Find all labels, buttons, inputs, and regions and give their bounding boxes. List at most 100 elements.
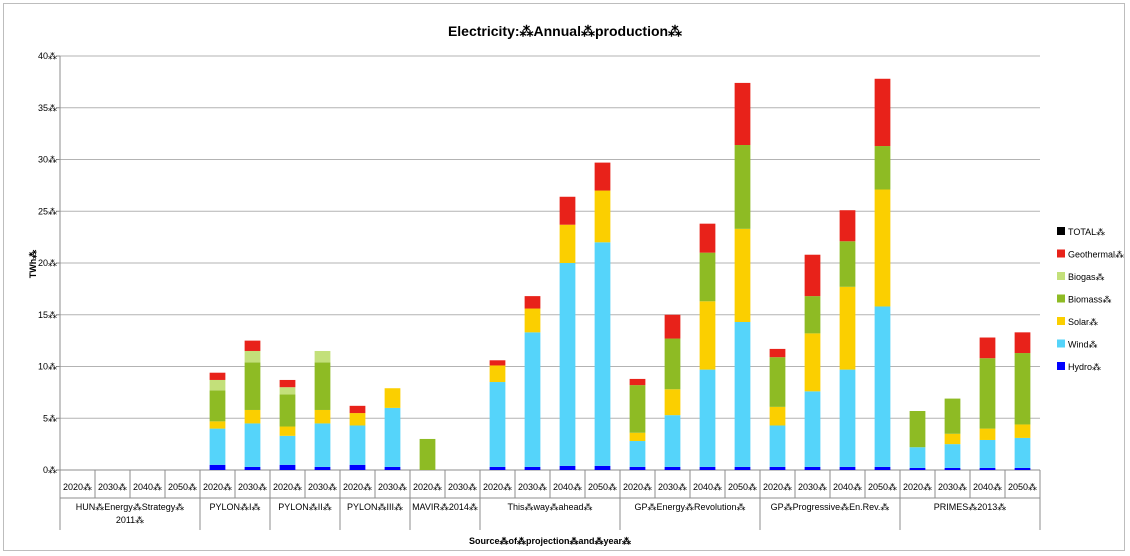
bar-segment [279,394,296,427]
bar-segment [664,415,681,467]
bar-segment [314,466,331,470]
x-group-label: MAVIR⁂2014⁂ [412,502,478,512]
bar-segment [979,428,996,440]
bar-segment [524,466,541,470]
bar-segment [209,464,226,470]
bar-segment [594,242,611,466]
bar-segment [664,338,681,390]
x-tick-label: 2040⁂ [553,482,582,492]
bar-segment [244,466,261,470]
x-tick-label: 2040⁂ [693,482,722,492]
x-tick-label: 2050⁂ [1008,482,1037,492]
bar-segment [1014,467,1031,470]
bar-segment [244,409,261,424]
bar-segment [244,423,261,467]
bar-segment [279,426,296,436]
x-tick-label: 2020⁂ [203,482,232,492]
bar-segment [559,465,576,470]
bar-segment [244,350,261,363]
bar-segment [699,252,716,302]
bar-segment [559,224,576,263]
bar-segment [769,466,786,470]
x-group-label: PYLON⁂I⁂ [209,502,260,512]
bar-segment [664,466,681,470]
bar-segment [524,332,541,467]
x-group-label: GP⁂Progressive⁂En.Rev.⁂ [771,502,890,512]
bar-segment [734,228,751,322]
bar-segment [909,411,926,448]
x-axis: 2020⁂ 2030⁂ 2040⁂ 2050⁂ HUN⁂Energy⁂Strategy⁂… [59,470,1041,530]
bar-segment [209,379,226,391]
y-tick-label: 10⁂ [38,362,57,372]
bar-segment [839,369,856,467]
bar-segment [629,385,646,433]
x-tick-label: 2020⁂ [483,482,512,492]
bar-segment [594,190,611,243]
x-tick-label: 2030⁂ [798,482,827,492]
bar-segment [349,413,366,426]
bar-segment [384,388,401,408]
bar-segment [979,467,996,470]
x-tick-label: 2030⁂ [448,482,477,492]
bar-segment [734,466,751,470]
legend-label: Biogas⁂ [1068,272,1105,282]
bar-segment [874,78,891,147]
x-tick-label: 2030⁂ [238,482,267,492]
bar-segment [349,464,366,470]
bar-segment [209,390,226,422]
bar-segment [594,465,611,470]
bars [209,78,1031,470]
y-axis-title: TWh⁂ [27,250,38,279]
x-tick-label: 2030⁂ [658,482,687,492]
bar-segment [944,444,961,468]
bar-segment [489,382,506,467]
legend-swatch [1057,272,1065,280]
bar-segment [979,337,996,359]
x-group-label: PRIMES⁂2013⁂ [934,502,1007,512]
y-tick-label: 30⁂ [38,155,57,165]
x-tick-label: 2050⁂ [588,482,617,492]
bar-segment [839,241,856,287]
bar-segment [1014,424,1031,438]
bar-segment [1014,437,1031,468]
legend-swatch [1057,317,1065,325]
bar-segment [874,466,891,470]
bar-segment [699,466,716,470]
bar-segment [629,466,646,470]
bar-segment [209,421,226,429]
bar-segment [839,466,856,470]
chart-title: Electricity:⁂Annual⁂production⁂ [448,23,682,39]
x-tick-label: 2020⁂ [623,482,652,492]
bar-segment [629,432,646,442]
bar-segment [664,314,681,339]
x-group-label: 2011⁂ [116,515,144,525]
bar-segment [349,405,366,414]
bar-segment [804,333,821,392]
bar-segment [314,409,331,424]
x-group-label: PYLON⁂II⁂ [278,502,332,512]
x-tick-label: 2020⁂ [763,482,792,492]
bar-segment [734,145,751,229]
y-tick-label: 35⁂ [38,103,57,113]
bar-segment [874,306,891,467]
bar-segment [489,365,506,383]
legend-swatch [1057,294,1065,303]
x-group-label: PYLON⁂III⁂ [347,502,403,512]
bar-segment [769,425,786,467]
y-tick-label: 25⁂ [38,206,57,216]
x-tick-label: 2020⁂ [273,482,302,492]
bar-segment [664,389,681,416]
bar-segment [699,223,716,253]
x-group-label: HUN⁂Energy⁂Strategy⁂ [76,502,185,512]
bar-segment [909,447,926,468]
bar-segment [874,189,891,307]
legend-label: Hydro⁂ [1068,362,1101,372]
x-tick-label: 2050⁂ [868,482,897,492]
x-tick-label: 2030⁂ [378,482,407,492]
bar-segment [489,466,506,470]
bar-segment [1014,332,1031,354]
x-tick-label: 2020⁂ [903,482,932,492]
bar-segment [314,362,331,410]
y-tick-label: 0⁂ [43,465,57,475]
x-tick-label: 2020⁂ [343,482,372,492]
